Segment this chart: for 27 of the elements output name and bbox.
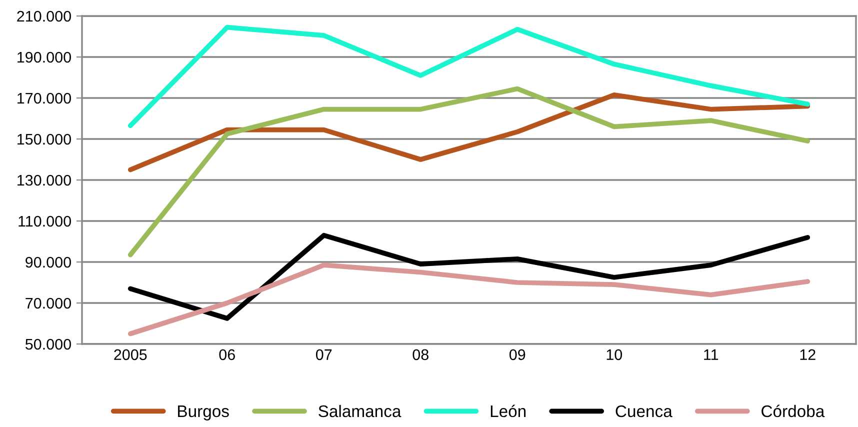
legend-label: Cuenca [616, 405, 672, 418]
x-tick-label: 06 [219, 349, 235, 360]
legend-label: León [490, 404, 526, 418]
x-tick-label: 10 [606, 349, 622, 360]
y-tick-label: 90.000 [26, 256, 71, 268]
line-series [128, 24, 810, 128]
y-tick-label: 70.000 [26, 298, 71, 309]
x-tick-label: 12 [800, 349, 816, 360]
x-tick-label: 09 [509, 349, 526, 360]
y-tick-label: 170.000 [18, 92, 71, 104]
y-tick-label: 190.000 [18, 52, 71, 63]
y-tick-label: 130.000 [18, 174, 71, 186]
line-series [128, 92, 810, 172]
x-tick-label: 11 [704, 349, 718, 360]
x-tick-label: 08 [412, 349, 428, 360]
y-tick-label: 110.000 [18, 216, 71, 227]
y-tick-label: 210.000 [17, 10, 71, 22]
x-tick-label: 07 [316, 349, 332, 360]
line-series [128, 262, 810, 336]
legend-label: Salamanca [318, 404, 402, 418]
y-tick-label: 50.000 [25, 338, 71, 350]
legend-label: Burgos [178, 406, 229, 420]
x-tick-label: 2005 [114, 349, 147, 360]
line-series [128, 232, 810, 321]
line-series [128, 86, 810, 258]
y-tick-label: 150.000 [18, 134, 71, 145]
legend-label: Córdoba [762, 404, 825, 418]
